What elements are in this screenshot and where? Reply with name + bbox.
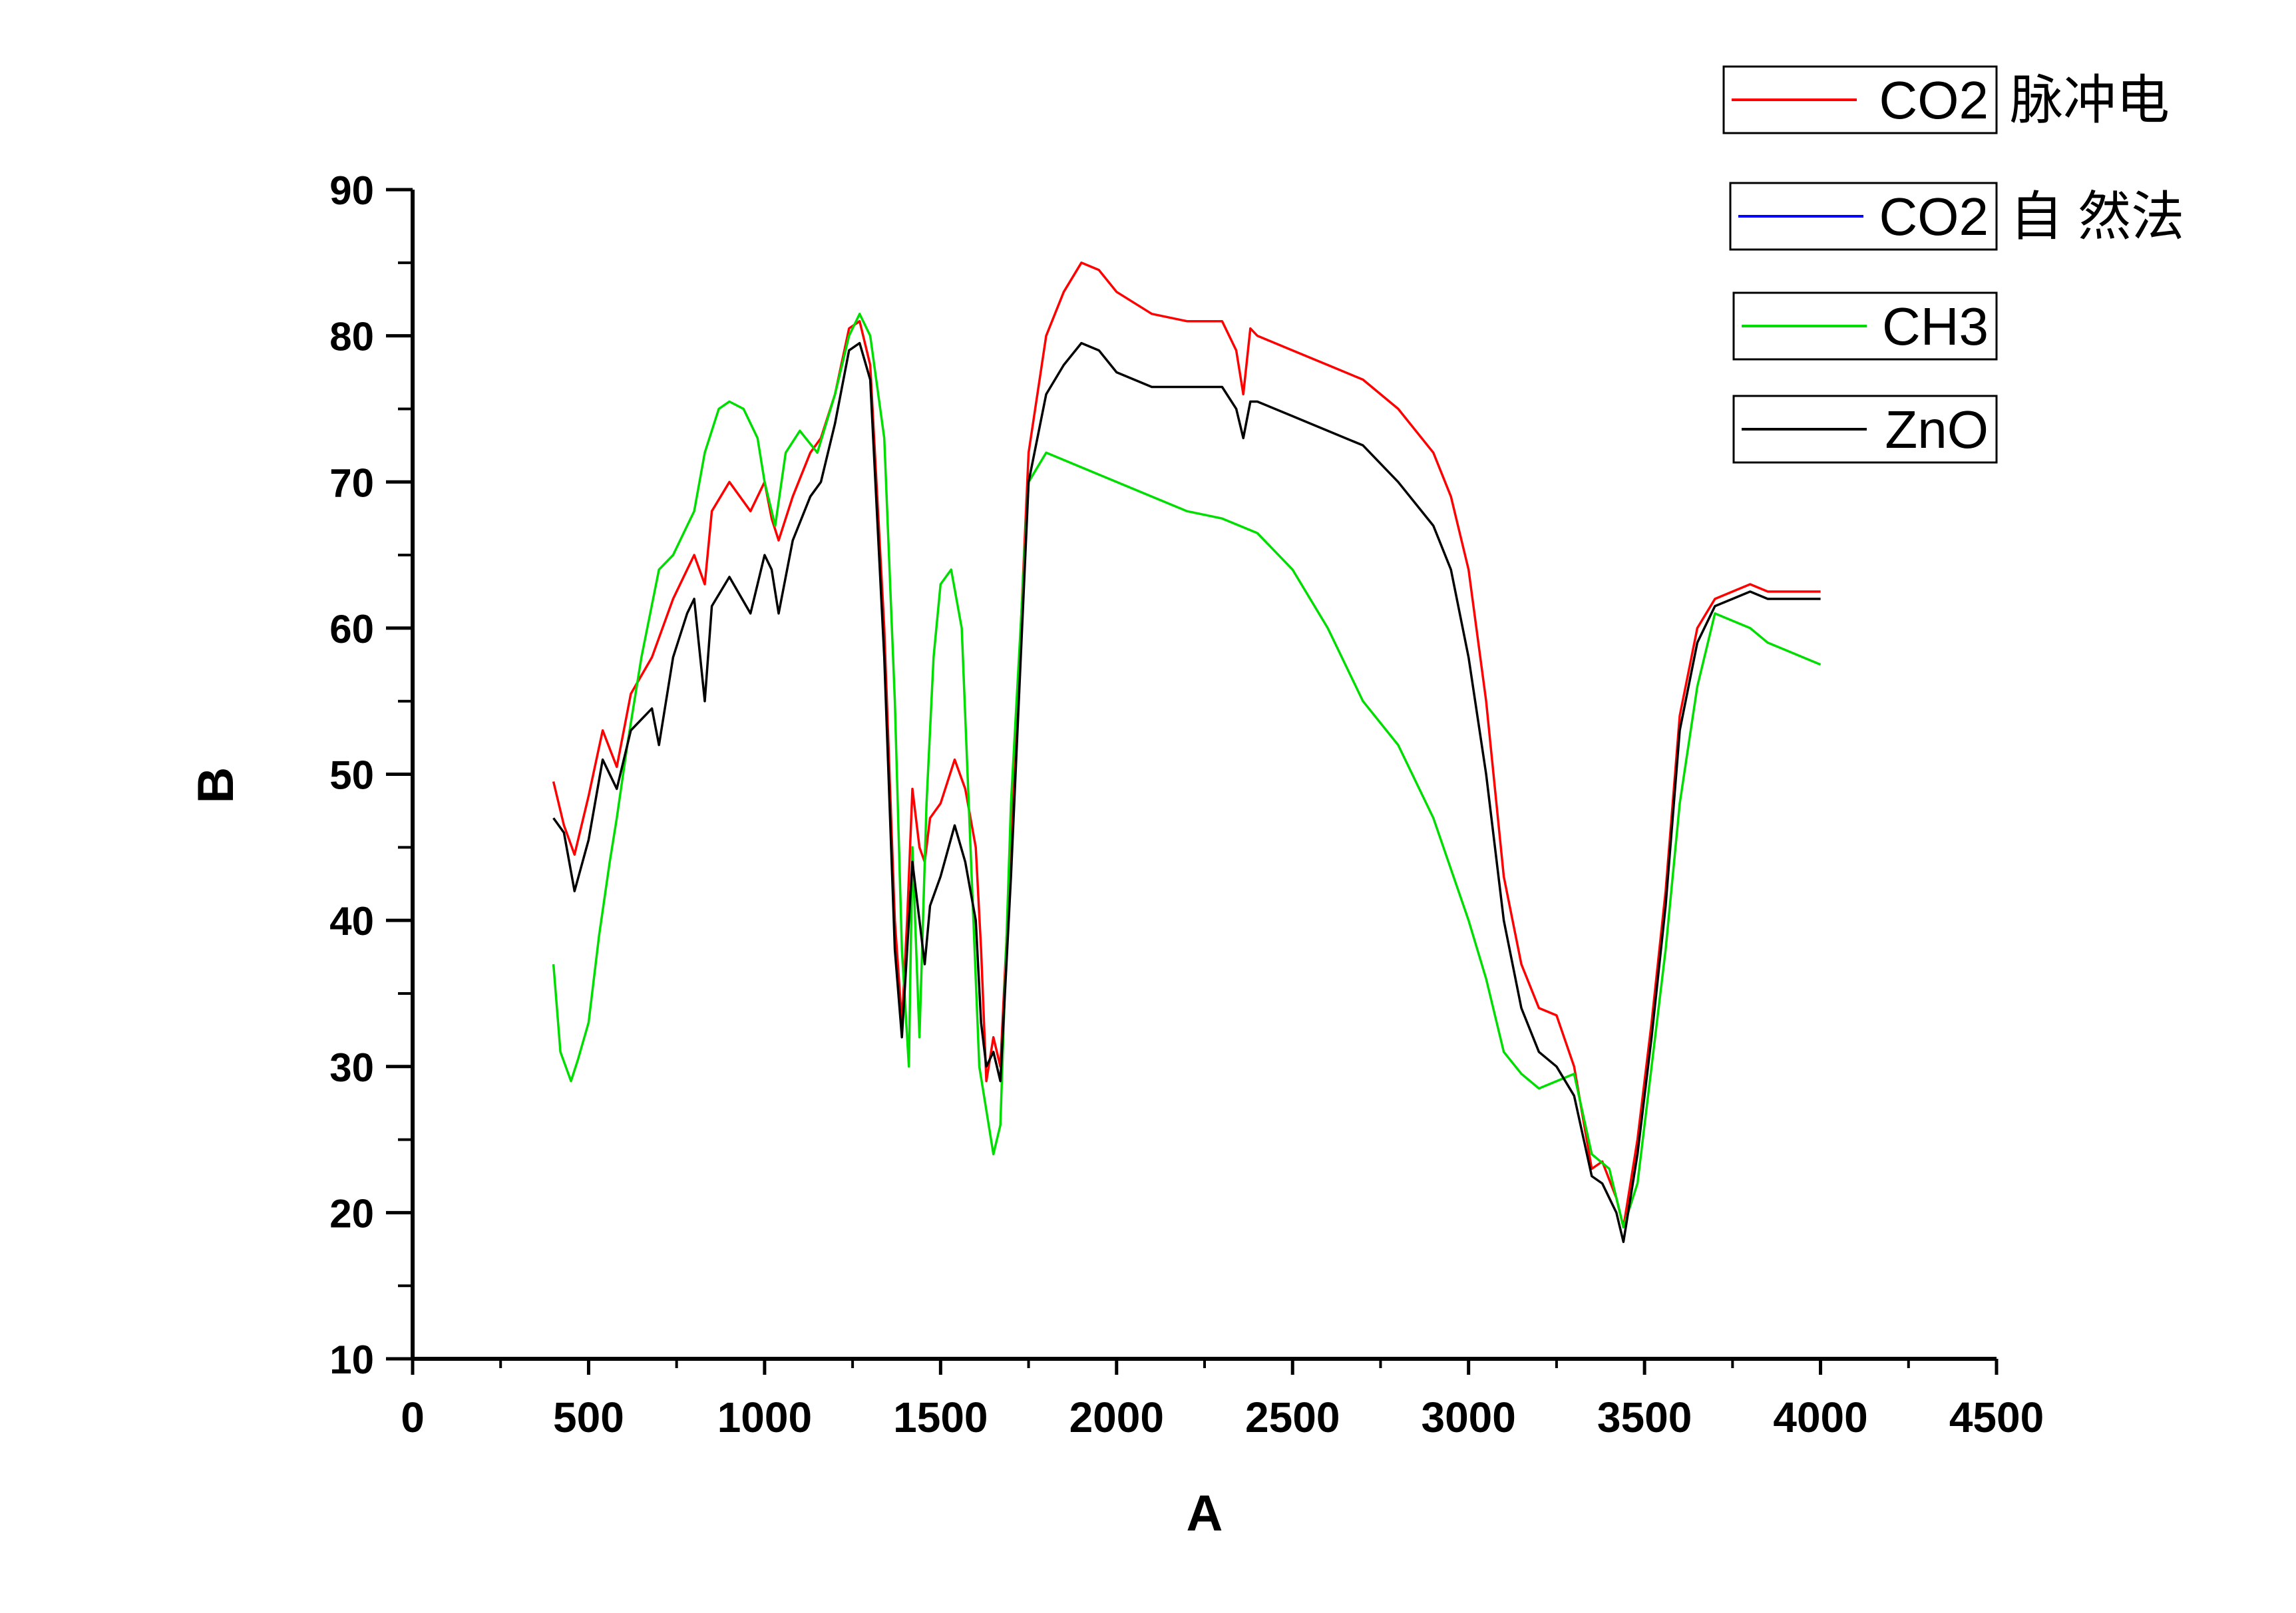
y-tick-label: 60 [329,607,374,651]
y-tick-label: 10 [329,1338,374,1382]
x-axis: 0 500 1000 1500 2000 2500 3000 3500 4000 4500 [401,1357,2044,1441]
plot-series-group [552,262,1821,1244]
y-tick-label: 40 [329,899,374,944]
x-tick-label: 1500 [893,1393,988,1441]
x-tick-label: 500 [553,1393,624,1441]
legend-suffix-0: 脉冲电 [2010,71,2170,130]
legend-label-2: CH3 [1882,297,1989,356]
series-line-1 [552,312,1821,1229]
y-tick-label: 90 [329,168,374,213]
y-axis-title: B [188,767,244,804]
x-tick-label: 2000 [1069,1393,1164,1441]
series-line-2 [552,341,1821,1244]
x-tick-label: 4500 [1949,1393,2044,1441]
y-axis: 10 20 30 40 50 60 70 80 90 [329,168,415,1382]
x-tick-label: 2500 [1245,1393,1340,1441]
y-tick-label: 70 [329,460,374,505]
x-tick-label: 4000 [1773,1393,1867,1441]
legend-suffix-1: 自 然法 [2010,187,2184,246]
y-tick-label: 30 [329,1045,374,1090]
x-tick-label: 1000 [717,1393,812,1441]
legend-label-0: CO2 [1879,71,1989,130]
legend-label-3: ZnO [1885,400,1989,459]
x-tick-label: 3500 [1597,1393,1692,1441]
y-tick-label: 50 [329,753,374,798]
x-tick-label: 3000 [1421,1393,1515,1441]
y-tick-label: 20 [329,1191,374,1236]
legend: CO2 脉冲电 CO2 自 然法 CH3 ZnO [1722,65,2184,464]
x-axis-title: A [1187,1485,1223,1542]
x-tick-label: 0 [401,1393,425,1441]
y-tick-label: 80 [329,315,374,359]
legend-label-1: CO2 [1879,187,1989,246]
series-line-0 [552,262,1821,1229]
